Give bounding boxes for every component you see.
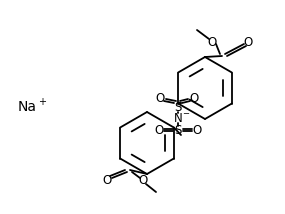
Text: S: S — [174, 125, 182, 138]
Text: O: O — [192, 125, 201, 138]
Text: O: O — [154, 125, 164, 138]
Text: S: S — [174, 101, 182, 113]
Text: O: O — [189, 92, 199, 104]
Text: +: + — [38, 97, 46, 107]
Text: O: O — [243, 36, 253, 49]
Text: O: O — [155, 92, 165, 104]
Text: −: − — [182, 110, 190, 119]
Text: O: O — [207, 36, 217, 49]
Text: Na: Na — [17, 100, 36, 114]
Text: O: O — [139, 174, 148, 187]
Text: O: O — [102, 174, 112, 187]
Text: N: N — [174, 111, 182, 125]
